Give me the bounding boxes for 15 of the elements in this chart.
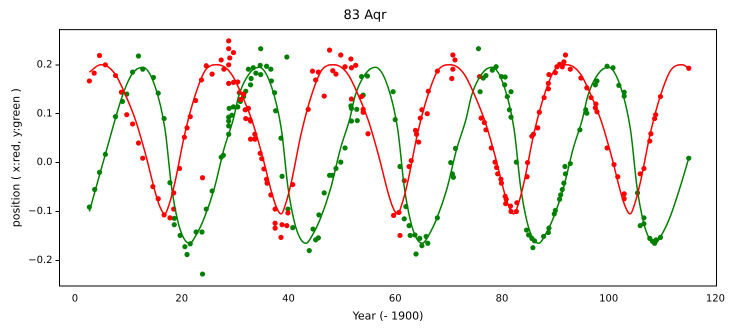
y-tick-label: 0.0	[36, 157, 52, 168]
y-tick-label: 0.2	[36, 59, 52, 70]
x-tick-label: 60	[388, 293, 402, 304]
x-tick-label: 20	[175, 293, 188, 304]
y-axis-title: position ( x:red, y:green )	[9, 88, 22, 228]
x-tick-label: 40	[282, 293, 295, 304]
chart-title: 83 Aqr	[344, 8, 388, 24]
x-tick-label: 100	[599, 293, 618, 304]
y-tick-label: −0.2	[28, 254, 52, 266]
x-tick-label: 0	[72, 293, 78, 304]
y-tick-label: 0.1	[36, 108, 52, 120]
x-axis-title: Year (- 1900)	[352, 309, 424, 322]
x-tick-label: 80	[496, 293, 508, 304]
y-tick-label: −0.1	[28, 206, 52, 218]
x-tick-label: 120	[706, 293, 725, 304]
